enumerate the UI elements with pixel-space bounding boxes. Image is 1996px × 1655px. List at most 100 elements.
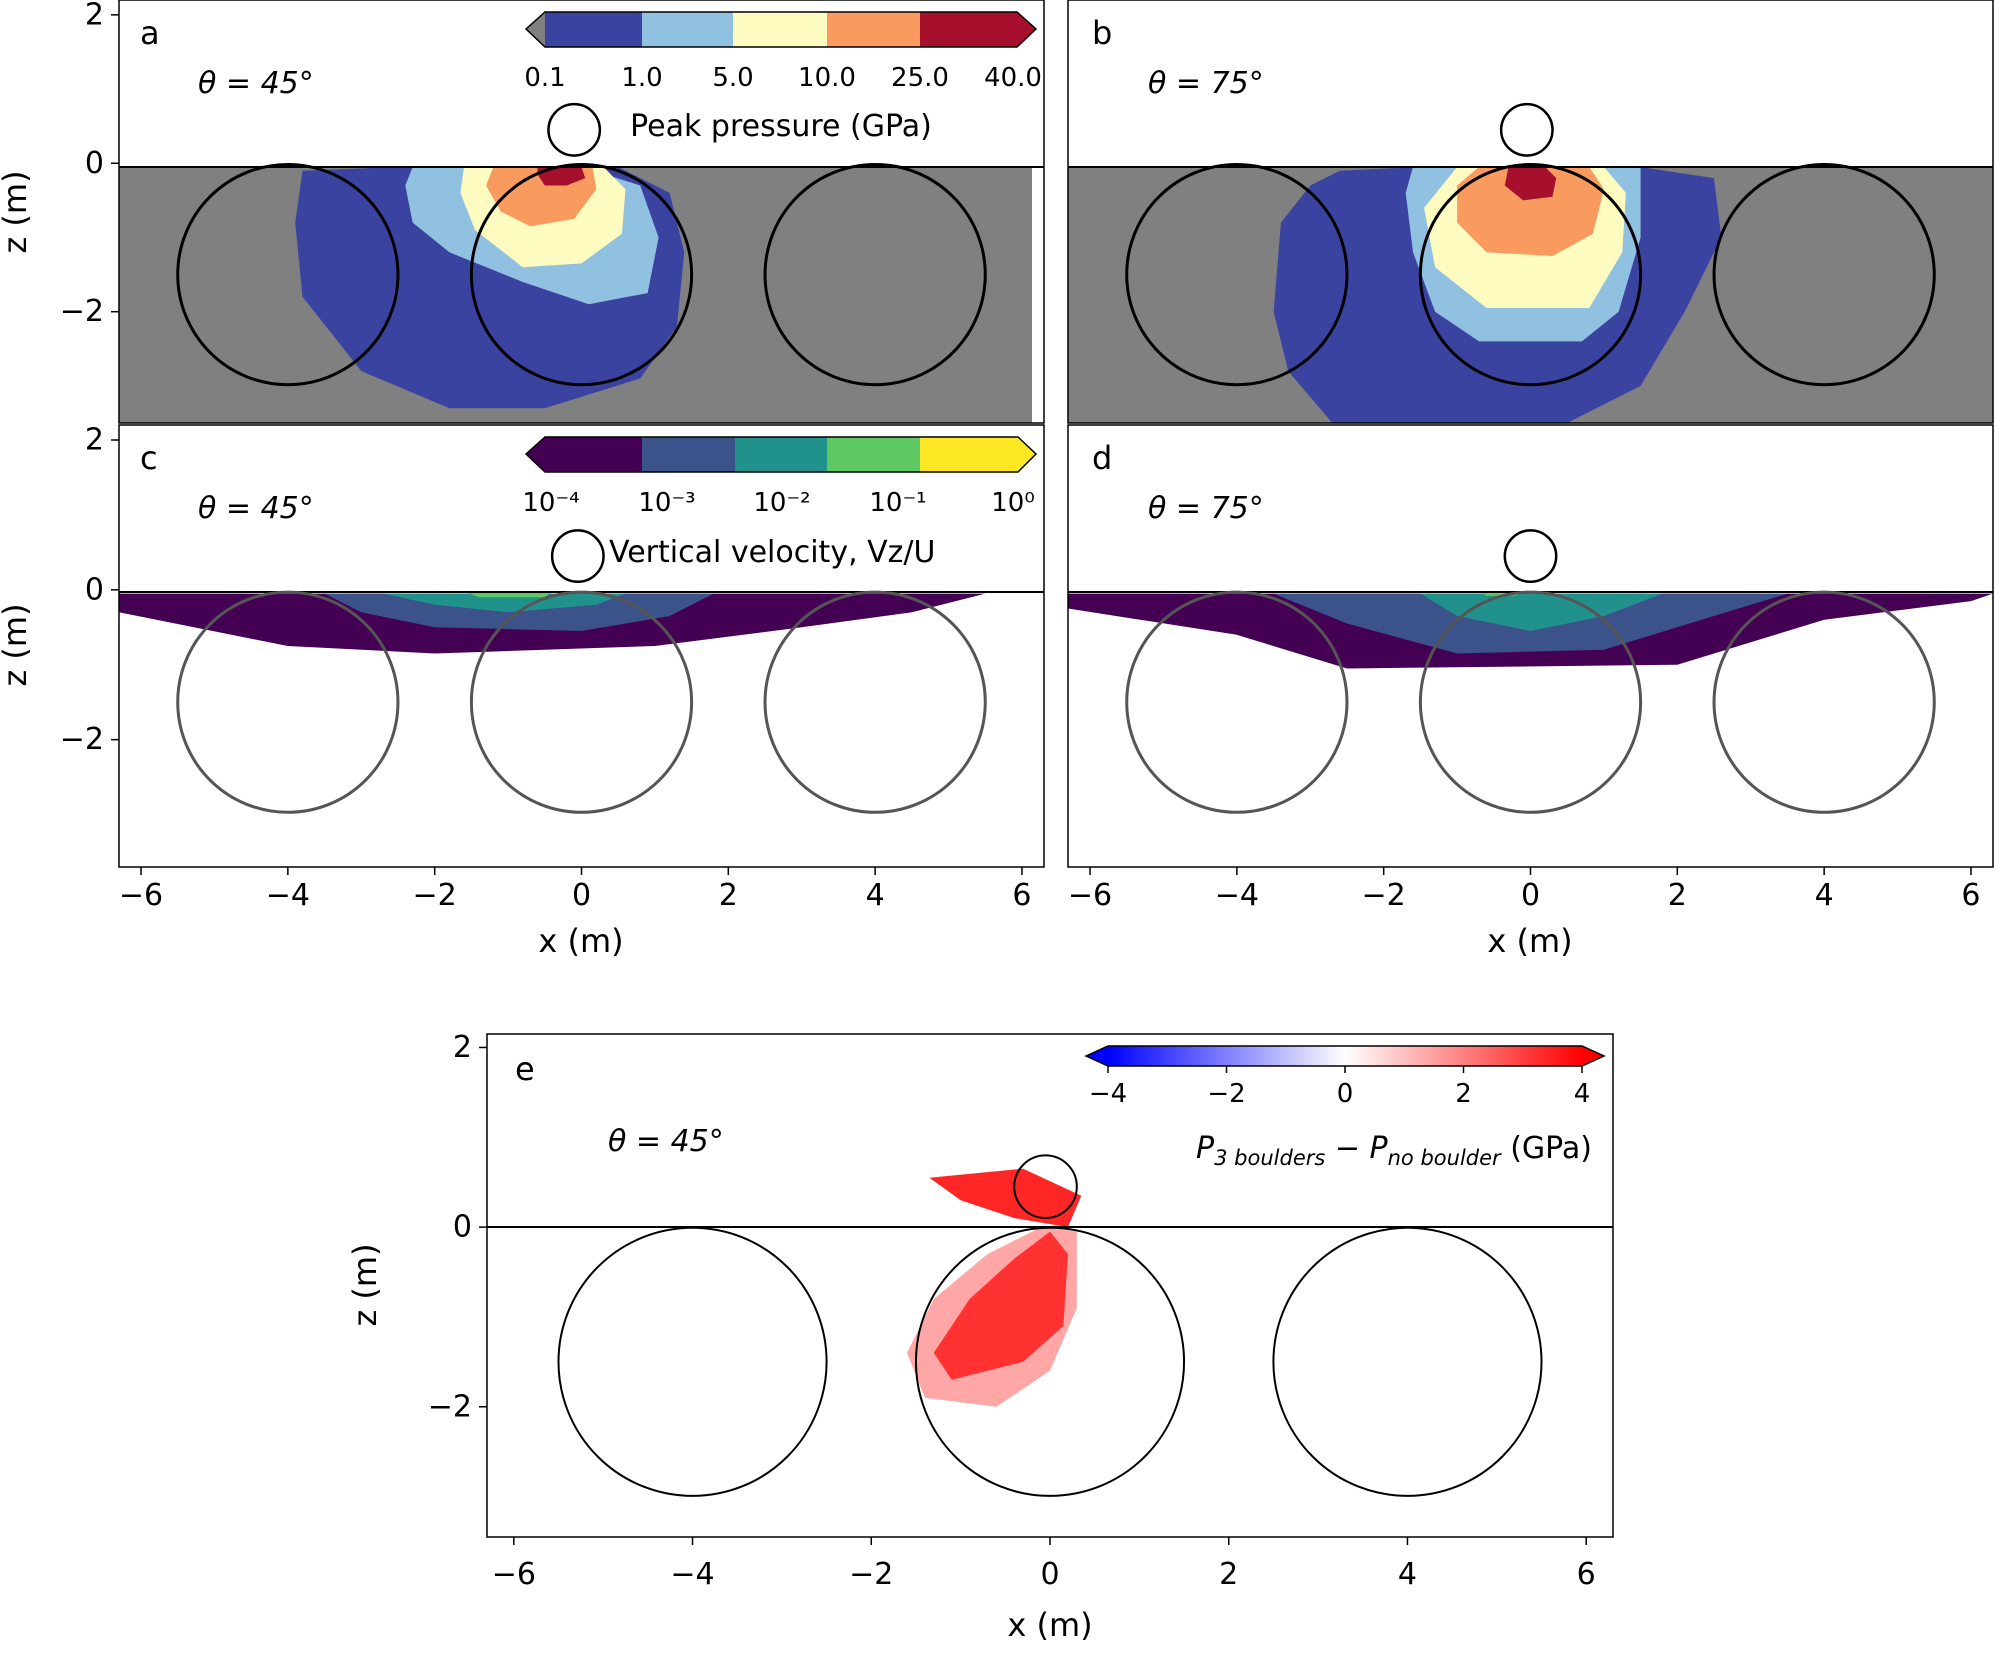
panel-a-colorbar-tick-3: 10.0 [798, 63, 856, 93]
panel-c-ytick-label-1: 0 [85, 572, 104, 607]
panel-d-xtick-label-4: 2 [1668, 878, 1687, 913]
panel-a-colorbar-bin-0 [545, 12, 642, 47]
panel-c-xtick-label-0: −6 [119, 878, 163, 913]
panel-a-colorbar-tick-1: 1.0 [621, 63, 662, 93]
panel-c-boulder-2 [763, 590, 987, 814]
panel-d-boulder-2 [1712, 590, 1936, 814]
panel-d-annotation: θ = 75° [1148, 491, 1264, 526]
panel-a-colorbar-tick-5: 40.0 [984, 63, 1042, 93]
panel-e-colorbar-label-sub2: no boulder [1388, 1146, 1502, 1170]
panel-e-boulder-1 [914, 1226, 1186, 1497]
panel-e-colorbar: −4 −2 0 2 4 P3 boulders − Pno boulder (G… [1084, 1045, 1606, 1170]
panel-c-colorbar-tick-4: 10⁰ [991, 488, 1035, 518]
panel-e-xtick-label-5: 4 [1398, 1557, 1417, 1592]
panel-b-contour-3 [1457, 167, 1604, 256]
panel-c-xtick-label-6: 6 [1012, 878, 1031, 913]
panel-e-colorbar-label-mid: − [1325, 1131, 1369, 1166]
panel-e-xtick-label-4: 2 [1219, 1557, 1238, 1592]
panel-c-colorbar-bin-3 [827, 437, 920, 472]
panel-a-colorbar-under [526, 12, 545, 47]
panel-c-xtick-label-4: 2 [719, 878, 738, 913]
panel-a-colorbar-bin-3 [827, 12, 920, 47]
panel-c-annotation: θ = 45° [198, 491, 314, 526]
panel-c-label: c [140, 439, 158, 477]
panel-c-xtick-label-5: 4 [866, 878, 885, 913]
panel-c-colorbar-tick-3: 10⁻¹ [869, 488, 926, 518]
panel-e-colorbar-label-p1: P [1196, 1131, 1215, 1166]
panel-b-contour-4 [1504, 167, 1557, 201]
panel-a-colorbar-label: Peak pressure (GPa) [630, 109, 932, 144]
panel-a-frame [118, 0, 1045, 424]
panel-a-contour-4 [537, 167, 586, 186]
panel-d-boulder-1 [1418, 590, 1643, 814]
panel-b-projectile [1499, 102, 1554, 157]
panel-a-colorbar-bin-2 [733, 12, 827, 47]
panel-c-xlabel: x (m) [538, 922, 623, 960]
panel-a-boulder-0 [176, 162, 400, 387]
panel-b-boulders [1125, 162, 1936, 387]
panel-a-colorbar-tick-4: 25.0 [891, 63, 949, 93]
panel-d: d θ = 75° −6 −4 −2 0 2 4 6 x (m) [1067, 424, 1994, 960]
panel-c-boulders [176, 590, 987, 814]
panel-d-xtick-label-5: 4 [1815, 878, 1834, 913]
panel-b-label: b [1092, 14, 1112, 52]
panel-e-colorbar-tick-2: 0 [1337, 1079, 1354, 1109]
panel-c: c θ = 45° 2 0 −2 z (m) −6 −4 −2 0 2 4 6 [0, 422, 1045, 960]
panel-d-plot-area [1067, 424, 1994, 868]
panel-e-ytick-label-2: −2 [428, 1389, 472, 1424]
panel-e-y-axis: 2 0 −2 z (m) [346, 1030, 487, 1424]
panel-e-colorbar-tick-1: −2 [1207, 1079, 1245, 1109]
panel-c-colorbar-tick-0: 10⁻⁴ [522, 488, 579, 518]
panel-e-plot-area [486, 1033, 1614, 1538]
panel-c-colorbar-bin-2 [735, 437, 827, 472]
panel-e-boulder-0 [557, 1226, 828, 1497]
panel-c-colorbar-tick-2: 10⁻² [753, 488, 810, 518]
panel-b-boulder-1 [1418, 162, 1643, 387]
panel-e-ytick-label-1: 0 [453, 1210, 472, 1245]
panel-b-contours [1273, 167, 1722, 423]
panel-c-colorbar: 10⁻⁴ 10⁻³ 10⁻² 10⁻¹ 10⁰ Vertical velocit… [522, 436, 1038, 570]
panel-c-boulder-1 [469, 590, 694, 814]
panel-a-annotation: θ = 45° [198, 66, 314, 101]
panel-a-ylabel: z (m) [0, 170, 34, 253]
panel-a-colorbar-bin-1 [642, 12, 733, 47]
panel-e-xtick-label-1: −4 [670, 1557, 714, 1592]
panel-c-colorbar-tick-1: 10⁻³ [638, 488, 695, 518]
panel-d-xtick-label-2: −2 [1362, 878, 1406, 913]
panel-c-xtick-label-3: 0 [572, 878, 591, 913]
panel-b-annotation: θ = 75° [1148, 66, 1264, 101]
panel-e-ytick-label-0: 2 [453, 1030, 472, 1065]
panel-e-xlabel: x (m) [1007, 1606, 1092, 1644]
panel-c-boulder-0 [176, 590, 400, 814]
panel-c-colorbar-bin-1 [642, 437, 735, 472]
panel-e-label: e [515, 1050, 535, 1088]
panel-e-boulders [557, 1226, 1543, 1497]
panel-c-xtick-label-2: −2 [413, 878, 457, 913]
panel-b-boulder-2 [1712, 162, 1936, 387]
panel-a-colorbar-over [1017, 12, 1036, 47]
panel-d-xtick-label-6: 6 [1961, 878, 1980, 913]
panel-c-colorbar-over [1018, 437, 1036, 472]
panel-e-contour-2 [929, 1168, 1082, 1228]
panel-d-boulders [1125, 590, 1936, 814]
panel-b-frame [1067, 0, 1994, 424]
panel-e-ylabel: z (m) [346, 1243, 384, 1326]
panel-e-annotation: θ = 45° [608, 1124, 724, 1159]
panel-c-colorbar-under [526, 437, 545, 472]
panel-c-xtick-label-1: −4 [266, 878, 310, 913]
panel-e-colorbar-label-sub1: 3 boulders [1214, 1146, 1325, 1170]
panel-e-colorbar-under [1086, 1046, 1108, 1066]
panel-a: a θ = 45° 2 0 −2 z (m) 0.1 1.0 5.0 [0, 0, 1045, 424]
panel-c-plot-area [118, 424, 1045, 868]
panel-e-xtick-label-2: −2 [849, 1557, 893, 1592]
panel-e-xtick-label-3: 0 [1040, 1557, 1059, 1592]
panel-e-contour-1 [933, 1231, 1068, 1380]
panel-a-ytick-label-2: −2 [60, 294, 104, 329]
panel-a-boulder-1 [469, 162, 694, 387]
panel-c-x-axis: −6 −4 −2 0 2 4 6 x (m) [119, 867, 1032, 960]
panel-b-plot-area [1067, 0, 1994, 424]
panel-e-projectile [1013, 1154, 1078, 1219]
panel-a-label: a [140, 14, 160, 52]
panel-a-projectile [547, 102, 602, 157]
